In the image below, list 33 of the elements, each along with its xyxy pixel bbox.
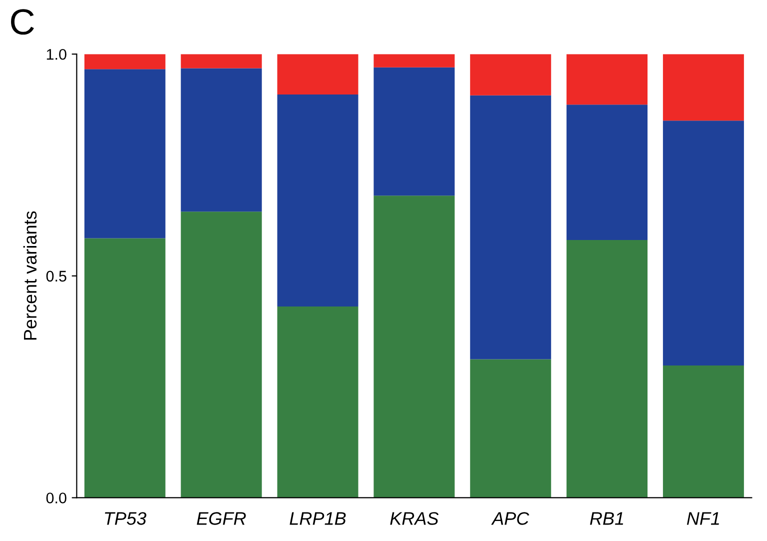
- bar: [566, 240, 648, 498]
- x-tick-label: RB1: [590, 512, 624, 525]
- x-tick-label: EGFR: [196, 512, 246, 525]
- bar: [470, 359, 552, 498]
- bar: [374, 67, 455, 196]
- x-tick-label: APC: [491, 512, 530, 525]
- bar: [374, 196, 455, 498]
- x-tick-label: LRP1B: [290, 512, 346, 525]
- bar: [180, 54, 262, 68]
- bar: [277, 306, 358, 498]
- y-axis-title: Percent variants: [23, 211, 37, 340]
- bar: [84, 54, 166, 70]
- bar: [470, 54, 552, 96]
- bar: [374, 54, 455, 68]
- bar: [180, 68, 262, 212]
- bar: [277, 54, 358, 94]
- bar: [662, 54, 744, 121]
- bar: [662, 120, 744, 366]
- bar: [84, 238, 166, 498]
- text: C: [11, 9, 34, 35]
- x-tick-label: KRAS: [390, 512, 439, 525]
- x-tick-label: TP53: [104, 512, 146, 525]
- bar: [662, 366, 744, 498]
- bar: [470, 95, 552, 360]
- y-tick-label: 1.0: [46, 48, 66, 60]
- bar: [566, 104, 648, 240]
- x-tick-label: NF1: [686, 512, 719, 525]
- y-tick-label: 0.0: [46, 492, 66, 504]
- bar: [84, 69, 166, 238]
- bar: [180, 212, 262, 498]
- y-tick-label: 0.5: [46, 270, 66, 282]
- bar: [277, 94, 358, 307]
- bar: [566, 54, 648, 105]
